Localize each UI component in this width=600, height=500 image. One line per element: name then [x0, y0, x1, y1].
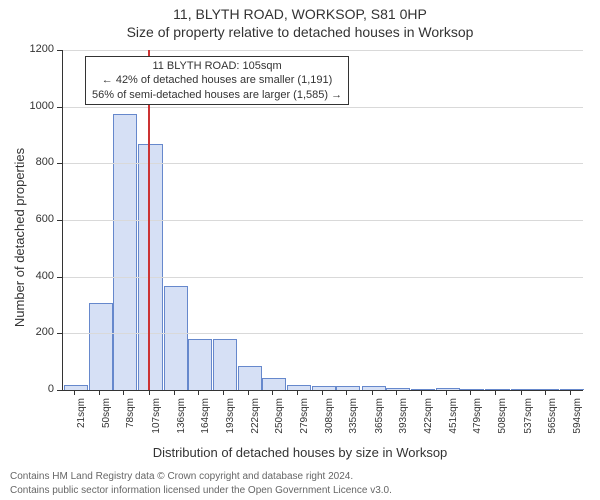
annotation-line-1: 11 BLYTH ROAD: 105sqm	[92, 59, 342, 73]
x-tick-label: 107sqm	[151, 398, 162, 448]
x-tick	[174, 390, 175, 395]
annotation-box: 11 BLYTH ROAD: 105sqm← 42% of detached h…	[85, 56, 349, 105]
x-tick-label: 250sqm	[274, 398, 285, 448]
gridline	[63, 333, 583, 334]
y-tick	[57, 163, 62, 164]
bar	[436, 388, 460, 390]
bar	[164, 286, 188, 390]
bar	[460, 389, 484, 390]
x-tick	[198, 390, 199, 395]
x-tick-label: 335sqm	[348, 398, 359, 448]
x-tick	[99, 390, 100, 395]
x-tick	[322, 390, 323, 395]
x-tick-label: 565sqm	[547, 398, 558, 448]
y-tick	[57, 390, 62, 391]
bar	[287, 385, 311, 390]
gridline	[63, 163, 583, 164]
x-tick	[346, 390, 347, 395]
x-tick	[74, 390, 75, 395]
bar	[113, 114, 137, 390]
y-tick-label: 1000	[22, 100, 54, 112]
bar	[560, 389, 584, 390]
plot-area: 11 BLYTH ROAD: 105sqm← 42% of detached h…	[62, 50, 583, 391]
gridline	[63, 220, 583, 221]
x-tick-label: 422sqm	[423, 398, 434, 448]
x-tick	[297, 390, 298, 395]
gridline	[63, 50, 583, 51]
x-tick	[470, 390, 471, 395]
footer-line-2: Contains public sector information licen…	[10, 485, 392, 496]
annotation-line-2: ← 42% of detached houses are smaller (1,…	[92, 73, 342, 87]
bar	[336, 386, 360, 390]
x-tick-label: 78sqm	[125, 398, 136, 448]
bar	[386, 388, 410, 390]
gridline	[63, 107, 583, 108]
y-axis-label: Number of detached properties	[12, 148, 27, 327]
x-tick-label: 222sqm	[250, 398, 261, 448]
x-tick-label: 136sqm	[176, 398, 187, 448]
x-tick-label: 508sqm	[497, 398, 508, 448]
bar	[485, 389, 509, 390]
x-tick-label: 479sqm	[472, 398, 483, 448]
x-tick-label: 193sqm	[225, 398, 236, 448]
x-tick	[123, 390, 124, 395]
x-tick	[570, 390, 571, 395]
bar	[511, 389, 535, 390]
y-tick	[57, 50, 62, 51]
x-tick	[272, 390, 273, 395]
gridline	[63, 277, 583, 278]
x-tick	[248, 390, 249, 395]
bar	[64, 385, 88, 390]
x-tick-label: 50sqm	[101, 398, 112, 448]
x-tick	[521, 390, 522, 395]
chart-subtitle: Size of property relative to detached ho…	[0, 24, 600, 40]
bar	[138, 144, 162, 390]
bar	[411, 389, 435, 390]
y-tick-label: 200	[22, 326, 54, 338]
bar	[262, 378, 286, 390]
y-tick	[57, 220, 62, 221]
x-tick-label: 537sqm	[523, 398, 534, 448]
y-tick-label: 0	[22, 383, 54, 395]
footer-line-1: Contains HM Land Registry data © Crown c…	[10, 471, 353, 482]
y-tick	[57, 277, 62, 278]
y-tick	[57, 333, 62, 334]
y-tick	[57, 107, 62, 108]
x-tick-label: 308sqm	[324, 398, 335, 448]
y-tick-label: 600	[22, 213, 54, 225]
x-tick-label: 164sqm	[200, 398, 211, 448]
x-tick-label: 451sqm	[448, 398, 459, 448]
x-tick-label: 594sqm	[572, 398, 583, 448]
bar	[312, 386, 336, 390]
x-tick	[446, 390, 447, 395]
chart-container: 11, BLYTH ROAD, WORKSOP, S81 0HP Size of…	[0, 0, 600, 500]
x-tick	[372, 390, 373, 395]
bar	[89, 303, 113, 390]
x-tick	[545, 390, 546, 395]
y-tick-label: 400	[22, 270, 54, 282]
chart-title: 11, BLYTH ROAD, WORKSOP, S81 0HP	[0, 6, 600, 22]
bar	[188, 339, 212, 390]
bar	[535, 389, 559, 390]
x-tick	[421, 390, 422, 395]
x-tick	[396, 390, 397, 395]
bar	[238, 366, 262, 390]
x-tick	[223, 390, 224, 395]
bar	[213, 339, 237, 390]
x-tick-label: 279sqm	[299, 398, 310, 448]
x-tick	[495, 390, 496, 395]
annotation-line-3: 56% of semi-detached houses are larger (…	[92, 88, 342, 102]
y-tick-label: 1200	[22, 43, 54, 55]
y-tick-label: 800	[22, 156, 54, 168]
x-tick	[149, 390, 150, 395]
x-tick-label: 393sqm	[398, 398, 409, 448]
bar	[362, 386, 386, 390]
x-tick-label: 21sqm	[76, 398, 87, 448]
x-tick-label: 365sqm	[374, 398, 385, 448]
